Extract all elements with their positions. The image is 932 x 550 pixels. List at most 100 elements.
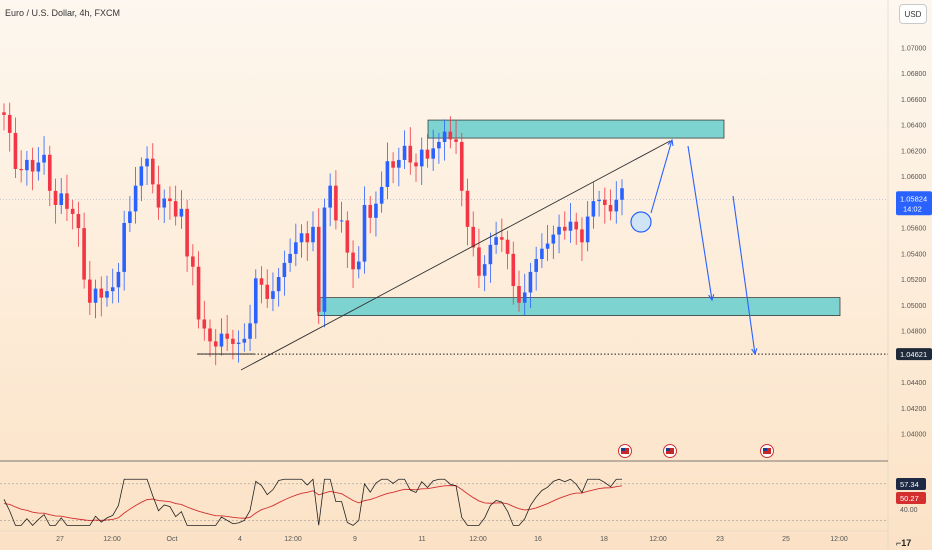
level-tag — [896, 348, 932, 361]
countdown-value: 14:02 — [903, 204, 922, 213]
arrow-head — [751, 348, 758, 356]
candle-up — [397, 159, 401, 168]
candle-up — [374, 203, 378, 218]
candle-up — [236, 342, 241, 344]
highlight-circle — [630, 211, 652, 233]
time-tick-label: 16 — [534, 536, 542, 543]
candle-up — [219, 333, 224, 347]
price-tick-label: 1.06200 — [901, 148, 926, 155]
us-flag-event-icon[interactable] — [760, 444, 774, 458]
candle-up — [591, 201, 596, 217]
candle-down — [30, 159, 35, 172]
candle-up — [328, 185, 332, 208]
time-tick-label: 12:00 — [103, 536, 121, 543]
candle-up — [614, 199, 619, 212]
candle-up — [362, 204, 367, 262]
candle-down — [351, 252, 355, 270]
candle-down — [213, 341, 218, 347]
candle-down — [225, 333, 229, 339]
candle-up — [116, 271, 121, 288]
projection-arrow — [687, 145, 713, 301]
candle-up — [288, 253, 292, 263]
us-flag-event-icon[interactable] — [663, 444, 677, 458]
candle-up — [139, 166, 144, 186]
price-axis-labels: 1.07000 1.06800 1.06600 1.06400 1.06200 1.060… — [901, 46, 926, 439]
time-tick-label: 12:00 — [649, 536, 667, 543]
candle-down — [156, 184, 161, 208]
price-tick-label: 1.04800 — [901, 329, 926, 336]
rsi-value: 57.34 — [900, 480, 919, 489]
candle-up — [437, 141, 441, 149]
candle-down — [471, 226, 476, 248]
price-tick-label: 1.05200 — [901, 277, 926, 284]
candle-down — [88, 279, 92, 303]
candle-up — [110, 287, 115, 292]
candle-up — [431, 148, 435, 159]
candle-up — [299, 233, 304, 243]
candle-down — [259, 278, 264, 285]
candle-up — [551, 234, 556, 244]
candle-up — [545, 243, 550, 249]
candle-down — [334, 185, 338, 221]
candle-up — [419, 149, 424, 167]
candle-down — [202, 319, 207, 329]
price-tick-label: 1.06600 — [901, 97, 926, 104]
candle-down — [70, 208, 75, 214]
candle-up — [25, 159, 29, 171]
candle-up — [42, 154, 46, 163]
projection-arrow — [732, 195, 756, 355]
candle-up — [294, 242, 298, 254]
candle-up — [179, 208, 184, 217]
candle-down — [82, 228, 86, 280]
rsi-level-label: 40.00 — [900, 507, 918, 514]
candle-down — [425, 149, 430, 159]
candle-down — [47, 154, 52, 191]
candle-down — [99, 288, 104, 298]
time-tick-label: Oct — [167, 536, 178, 543]
currency-button[interactable]: USD — [899, 4, 927, 24]
us-flag-event-icon[interactable] — [618, 444, 632, 458]
candle-down — [391, 161, 395, 168]
price-tick-label: 1.07000 — [901, 46, 926, 53]
candle-up — [282, 262, 287, 278]
candle-up — [402, 145, 407, 160]
candle-down — [580, 229, 584, 243]
tradingview-logo-icon: ⌐17 — [896, 538, 912, 548]
candle-down — [477, 247, 481, 276]
arrow-head — [708, 294, 715, 302]
candle-up — [242, 338, 247, 343]
candle-down — [150, 158, 155, 185]
demand-supply-zone — [427, 119, 725, 139]
time-tick-label: 11 — [418, 536, 425, 543]
time-tick-label: 9 — [353, 536, 357, 543]
candle-down — [562, 226, 567, 231]
candle-down — [459, 141, 464, 191]
symbol-title: Euro / U.S. Dollar, 4h, FXCM — [5, 8, 121, 18]
candle-down — [368, 204, 373, 218]
candle-down — [13, 132, 18, 169]
candle-down — [448, 131, 453, 140]
candle-up — [276, 277, 281, 292]
candle-up — [122, 222, 126, 272]
candle-down — [414, 162, 418, 167]
candle-up — [534, 259, 538, 272]
rsi-pane — [0, 478, 888, 526]
candle-down — [65, 193, 69, 209]
candle-up — [522, 292, 527, 303]
candle-up — [162, 198, 167, 208]
candle-up — [494, 237, 498, 245]
economic-events[interactable] — [618, 444, 774, 458]
candle-up — [339, 220, 344, 222]
rsi-line — [3, 478, 622, 526]
candle-up — [248, 323, 252, 339]
candle-up — [128, 211, 132, 223]
candle-up — [59, 193, 64, 205]
price-tick-label: 1.06400 — [901, 123, 926, 130]
price-tick-label: 1.05400 — [901, 251, 926, 258]
candle-down — [76, 213, 81, 229]
price-tick-label: 1.05000 — [901, 303, 926, 310]
candle-down — [500, 237, 504, 240]
candle-down — [173, 201, 178, 217]
candle-up — [540, 248, 544, 260]
